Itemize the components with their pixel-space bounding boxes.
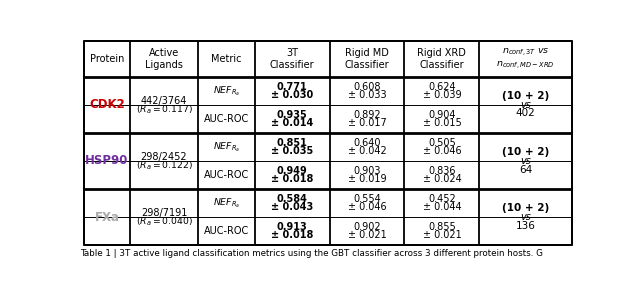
- Text: ± 0.033: ± 0.033: [348, 90, 387, 100]
- Text: 0.949: 0.949: [277, 166, 308, 176]
- Text: 3T
Classifier: 3T Classifier: [270, 48, 314, 70]
- Text: FXa: FXa: [95, 211, 120, 224]
- Text: ± 0.018: ± 0.018: [271, 230, 314, 240]
- Text: $(R_a = 0.117)$: $(R_a = 0.117)$: [136, 104, 193, 116]
- Text: 136: 136: [516, 221, 536, 231]
- Text: 0.892: 0.892: [353, 110, 381, 120]
- Text: 0.913: 0.913: [277, 222, 308, 232]
- Text: ± 0.046: ± 0.046: [422, 146, 461, 156]
- Text: ± 0.018: ± 0.018: [271, 174, 314, 184]
- Text: Rigid XRD
Classifier: Rigid XRD Classifier: [417, 48, 467, 70]
- Text: 0.935: 0.935: [277, 110, 308, 120]
- Text: Metric: Metric: [211, 54, 241, 64]
- Text: 0.903: 0.903: [353, 166, 381, 176]
- Text: AUC-ROC: AUC-ROC: [204, 114, 249, 124]
- Text: Table 1 | 3T active ligand classification metrics using the GBT classifier acros: Table 1 | 3T active ligand classificatio…: [80, 249, 543, 258]
- Text: (10 + 2): (10 + 2): [502, 91, 549, 101]
- Text: vs: vs: [520, 100, 531, 110]
- Text: ± 0.021: ± 0.021: [348, 230, 387, 240]
- Text: 298/2452: 298/2452: [141, 152, 188, 162]
- Text: ± 0.043: ± 0.043: [271, 202, 314, 212]
- Text: ± 0.044: ± 0.044: [422, 202, 461, 212]
- Text: Rigid MD
Classifier: Rigid MD Classifier: [345, 48, 389, 70]
- Text: 298/7191: 298/7191: [141, 208, 187, 218]
- Text: ± 0.042: ± 0.042: [348, 146, 387, 156]
- Text: 0.855: 0.855: [428, 222, 456, 232]
- Text: 0.836: 0.836: [428, 166, 456, 176]
- Text: ± 0.014: ± 0.014: [271, 118, 314, 128]
- Text: 0.904: 0.904: [428, 110, 456, 120]
- Text: vs: vs: [520, 212, 531, 222]
- Text: ± 0.039: ± 0.039: [422, 90, 461, 100]
- Text: (10 + 2): (10 + 2): [502, 147, 549, 157]
- Text: 0.771: 0.771: [277, 82, 308, 92]
- Text: $n_{conf,3T}$ $\mathit{vs}$: $n_{conf,3T}$ $\mathit{vs}$: [502, 47, 550, 58]
- Text: (10 + 2): (10 + 2): [502, 203, 549, 213]
- Text: $(R_a = 0.040)$: $(R_a = 0.040)$: [136, 216, 193, 228]
- Text: $NEF_{R_a}$: $NEF_{R_a}$: [212, 140, 240, 154]
- Text: AUC-ROC: AUC-ROC: [204, 226, 249, 236]
- Text: ± 0.017: ± 0.017: [348, 118, 387, 128]
- Text: ± 0.024: ± 0.024: [422, 174, 461, 184]
- Text: ± 0.030: ± 0.030: [271, 90, 314, 100]
- Text: 442/3764: 442/3764: [141, 96, 187, 106]
- Text: ± 0.021: ± 0.021: [422, 230, 461, 240]
- Text: AUC-ROC: AUC-ROC: [204, 170, 249, 180]
- Text: 402: 402: [516, 109, 536, 119]
- Text: Protein: Protein: [90, 54, 124, 64]
- Text: 0.505: 0.505: [428, 138, 456, 148]
- Text: 64: 64: [519, 165, 532, 175]
- Text: 0.554: 0.554: [353, 194, 381, 204]
- Text: 0.452: 0.452: [428, 194, 456, 204]
- Text: 0.608: 0.608: [353, 82, 381, 92]
- Bar: [84, 41, 572, 245]
- Text: 0.584: 0.584: [276, 194, 308, 204]
- Text: 0.902: 0.902: [353, 222, 381, 232]
- Text: HSP90: HSP90: [85, 154, 129, 168]
- Text: vs: vs: [520, 156, 531, 166]
- Text: $NEF_{R_a}$: $NEF_{R_a}$: [212, 84, 240, 98]
- Text: ± 0.035: ± 0.035: [271, 146, 314, 156]
- Text: 0.851: 0.851: [276, 138, 308, 148]
- Text: ± 0.019: ± 0.019: [348, 174, 387, 184]
- Text: CDK2: CDK2: [89, 98, 125, 111]
- Text: Active
Ligands: Active Ligands: [145, 48, 183, 70]
- Text: $n_{conf,MD-XRD}$: $n_{conf,MD-XRD}$: [497, 59, 555, 71]
- Text: ± 0.015: ± 0.015: [422, 118, 461, 128]
- Text: 0.624: 0.624: [428, 82, 456, 92]
- Text: $(R_a = 0.122)$: $(R_a = 0.122)$: [136, 160, 193, 172]
- Text: 0.640: 0.640: [353, 138, 381, 148]
- Text: $NEF_{R_a}$: $NEF_{R_a}$: [212, 196, 240, 210]
- Text: ± 0.046: ± 0.046: [348, 202, 387, 212]
